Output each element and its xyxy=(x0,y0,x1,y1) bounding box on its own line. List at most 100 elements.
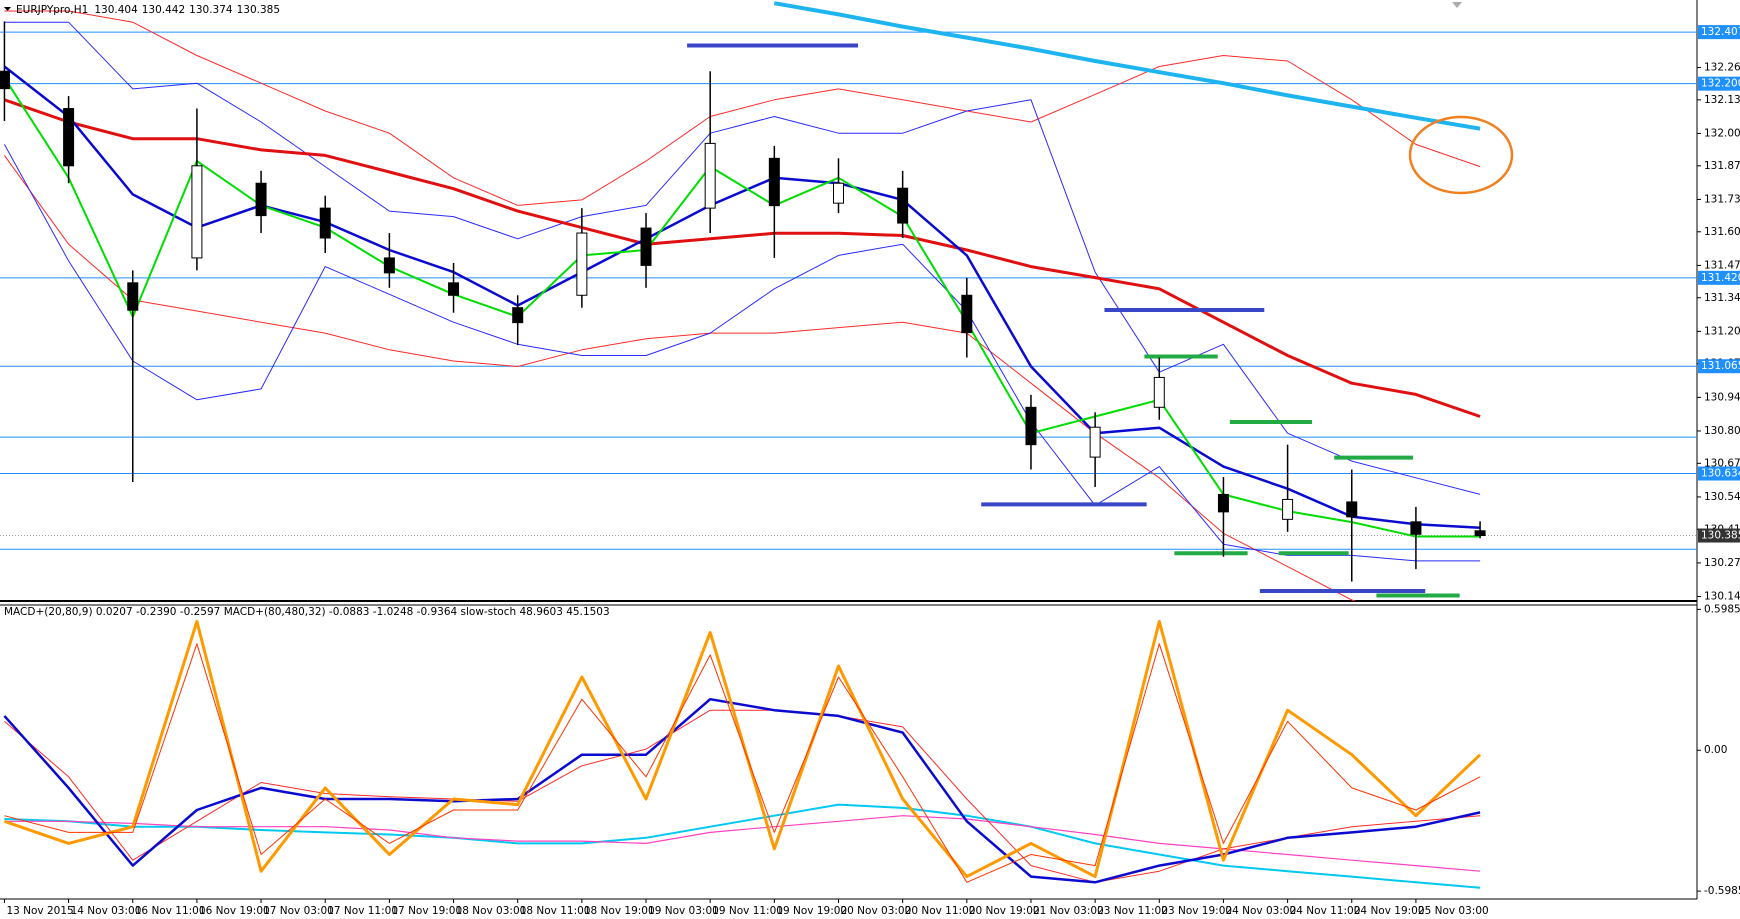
indicator-pane xyxy=(3,620,1482,889)
x-tick-label: 25 Nov 03:00 xyxy=(1418,905,1489,917)
y-tick-label: 131.870 xyxy=(1704,160,1740,172)
low: 130.374 xyxy=(189,4,233,16)
x-tick-label: 24 Nov 19:00 xyxy=(1354,905,1425,917)
x-tick-label: 18 Nov 03:00 xyxy=(456,905,527,917)
indicator-line xyxy=(4,709,1481,883)
y-tick-label: 132.135 xyxy=(1704,94,1740,106)
level-label: 131.065 xyxy=(1701,360,1740,372)
candle-body xyxy=(63,108,75,167)
high: 130.442 xyxy=(142,4,185,16)
y-tick-label: 0.5985 xyxy=(1704,603,1740,615)
candle-body xyxy=(191,165,203,259)
indicator-line xyxy=(3,77,1481,538)
y-tick-label: 130.540 xyxy=(1704,491,1740,503)
highlight-circle xyxy=(1408,115,1514,195)
indicator-line xyxy=(3,155,1357,601)
x-tick-label: 19 Nov 11:00 xyxy=(712,905,783,917)
symbol: EURJPYpro,H1 xyxy=(16,4,88,16)
level-label-box xyxy=(1698,466,1740,481)
y-tick-label: 130.275 xyxy=(1704,557,1740,569)
indicator-line xyxy=(3,697,1481,884)
candle-body xyxy=(1282,498,1294,520)
candle-body xyxy=(897,187,909,224)
x-tick-label: 24 Nov 03:00 xyxy=(1225,905,1296,917)
x-tick-label: 23 Nov 19:00 xyxy=(1161,905,1232,917)
candle-body xyxy=(1346,501,1358,518)
candle-body xyxy=(512,307,524,324)
level-label: 132.407 xyxy=(1701,26,1740,38)
level-label-box xyxy=(1698,76,1740,91)
candle-body xyxy=(768,157,780,207)
candle-body xyxy=(1025,406,1037,446)
level-label: 132.200 xyxy=(1701,78,1740,90)
y-tick-label: 130.940 xyxy=(1704,391,1740,403)
x-tick-label: 18 Nov 19:00 xyxy=(584,905,655,917)
last-price-box xyxy=(1698,528,1740,543)
indicator-line xyxy=(4,21,1481,495)
y-tick-label: 130.675 xyxy=(1704,457,1740,469)
y-tick-label: 132.000 xyxy=(1704,127,1740,139)
axes: 132.265 132.135 132.000 131.870 131.735 131.6… xyxy=(3,25,1740,917)
x-tick-label: 20 Nov 03:00 xyxy=(840,905,911,917)
candle-body xyxy=(576,232,588,296)
close: 130.385 xyxy=(237,4,280,16)
y-tick-label: 131.205 xyxy=(1704,325,1740,337)
level-label-box xyxy=(1698,359,1740,374)
y-tick-label: 131.470 xyxy=(1704,259,1740,271)
open: 130.404 xyxy=(94,4,138,16)
x-tick-label: 17 Nov 11:00 xyxy=(327,905,398,917)
price-pane xyxy=(0,1,1697,601)
x-tick-label: 13 Nov 2015 xyxy=(6,905,73,917)
y-tick-label: 131.605 xyxy=(1704,226,1740,238)
y-tick-label: 130.140 xyxy=(1704,591,1740,603)
level-label-box xyxy=(1698,270,1740,285)
candle-body xyxy=(1089,426,1101,458)
indicator-line xyxy=(3,620,1482,879)
indicator-line xyxy=(4,10,1481,206)
x-tick-label: 16 Nov 19:00 xyxy=(199,905,270,917)
candle-body xyxy=(1474,530,1486,537)
y-tick-label: 132.265 xyxy=(1704,61,1740,73)
symbol-header: EURJPYpro,H1 130.404 130.442 130.374 130.385 xyxy=(16,4,280,16)
x-tick-label: 17 Nov 19:00 xyxy=(391,905,462,917)
candle-body xyxy=(0,70,10,90)
x-tick-label: 19 Nov 19:00 xyxy=(776,905,847,917)
level-label-box xyxy=(1698,25,1740,40)
candle-body xyxy=(383,257,395,274)
indicator-line xyxy=(3,98,1481,418)
menu-arrow[interactable] xyxy=(4,7,11,11)
candle-body xyxy=(448,282,460,296)
candle-body xyxy=(1217,493,1229,513)
x-tick-label: 20 Nov 19:00 xyxy=(969,905,1040,917)
shift-marker xyxy=(1452,2,1462,8)
x-tick-label: 20 Nov 11:00 xyxy=(905,905,976,917)
candle-body xyxy=(1410,521,1422,535)
level-label: 130.634 xyxy=(1701,468,1740,480)
candle-body xyxy=(832,182,844,204)
indicator-line xyxy=(773,1,1481,131)
y-tick-label: 0.00 xyxy=(1704,744,1727,756)
x-tick-label: 19 Nov 03:00 xyxy=(648,905,719,917)
candle-body xyxy=(640,227,652,266)
x-tick-label: 17 Nov 03:00 xyxy=(263,905,334,917)
x-tick-label: 14 Nov 03:00 xyxy=(71,905,142,917)
candle-body xyxy=(319,207,331,239)
candle-body xyxy=(961,294,973,334)
candle-body xyxy=(255,182,267,217)
candle-body xyxy=(1153,376,1165,408)
indicator-line xyxy=(3,65,1481,530)
x-tick-label: 16 Nov 11:00 xyxy=(135,905,206,917)
x-tick-label: 18 Nov 11:00 xyxy=(520,905,591,917)
indicator-line xyxy=(3,144,1481,562)
y-tick-label: 131.735 xyxy=(1704,193,1740,205)
x-tick-label: 24 Nov 11:00 xyxy=(1290,905,1361,917)
candle-body xyxy=(127,282,139,311)
y-tick-label: 131.340 xyxy=(1704,292,1740,304)
indicator-header: MACD+(20,80,9) 0.0207 -0.2390 -0.2597 MA… xyxy=(4,606,610,618)
level-label: 131.420 xyxy=(1701,272,1740,284)
x-tick-label: 21 Nov 03:00 xyxy=(1033,905,1104,917)
x-tick-label: 23 Nov 11:00 xyxy=(1097,905,1168,917)
last-price-label: 130.385 xyxy=(1701,530,1740,542)
